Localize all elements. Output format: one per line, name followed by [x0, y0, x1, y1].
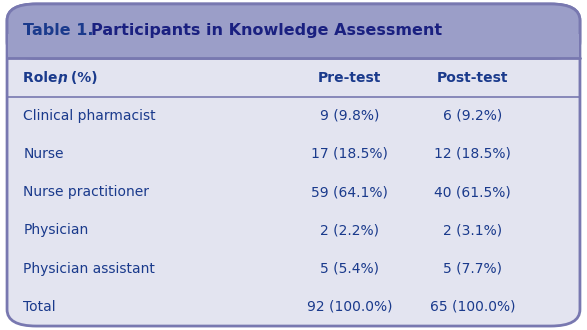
- FancyBboxPatch shape: [7, 4, 580, 58]
- Text: Physician: Physician: [23, 223, 89, 238]
- Text: Role,: Role,: [23, 71, 68, 84]
- Text: Total: Total: [23, 300, 56, 314]
- Text: 59 (64.1%): 59 (64.1%): [311, 185, 387, 199]
- Text: 2 (3.1%): 2 (3.1%): [443, 223, 502, 238]
- Text: 2 (2.2%): 2 (2.2%): [320, 223, 379, 238]
- Text: Pre-test: Pre-test: [318, 71, 381, 84]
- Text: Clinical pharmacist: Clinical pharmacist: [23, 109, 156, 123]
- Text: Post-test: Post-test: [437, 71, 508, 84]
- Text: 12 (18.5%): 12 (18.5%): [434, 147, 511, 161]
- Text: 6 (9.2%): 6 (9.2%): [443, 109, 502, 123]
- Text: Participants in Knowledge Assessment: Participants in Knowledge Assessment: [91, 22, 442, 38]
- Text: Table 1.: Table 1.: [23, 22, 100, 38]
- Text: Physician assistant: Physician assistant: [23, 262, 156, 276]
- Text: 9 (9.8%): 9 (9.8%): [319, 109, 379, 123]
- Text: Nurse practitioner: Nurse practitioner: [23, 185, 150, 199]
- Text: 5 (5.4%): 5 (5.4%): [320, 262, 379, 276]
- FancyBboxPatch shape: [7, 4, 580, 326]
- Text: 92 (100.0%): 92 (100.0%): [306, 300, 392, 314]
- Text: (%): (%): [66, 71, 97, 84]
- Text: 5 (7.7%): 5 (7.7%): [443, 262, 502, 276]
- Text: 17 (18.5%): 17 (18.5%): [311, 147, 387, 161]
- Text: 40 (61.5%): 40 (61.5%): [434, 185, 511, 199]
- Text: n: n: [58, 71, 68, 84]
- Text: Nurse: Nurse: [23, 147, 64, 161]
- Bar: [8, 34, 579, 58]
- Text: 65 (100.0%): 65 (100.0%): [430, 300, 515, 314]
